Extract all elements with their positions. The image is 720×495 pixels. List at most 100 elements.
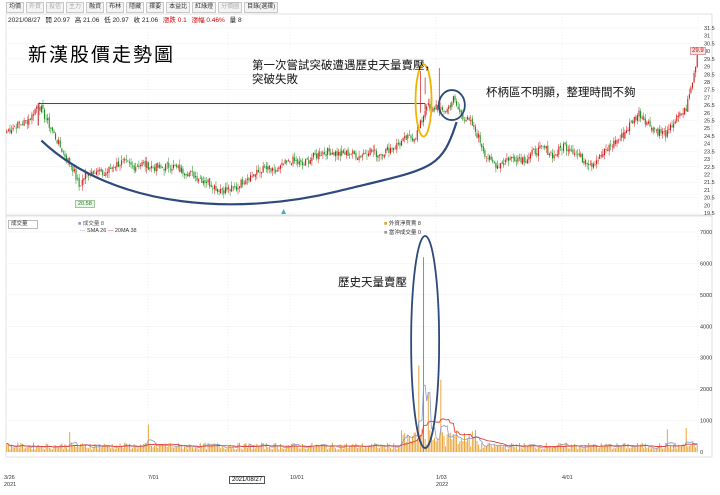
toolbar-button-7[interactable]: 擇要 bbox=[146, 2, 165, 13]
candle bbox=[265, 161, 267, 173]
candle-body bbox=[256, 169, 258, 175]
candle bbox=[95, 168, 97, 176]
candle-body bbox=[259, 172, 261, 173]
candle bbox=[377, 154, 379, 163]
volume-bar bbox=[165, 444, 167, 452]
candle bbox=[451, 100, 453, 110]
candle-body bbox=[237, 187, 239, 190]
volume-bar bbox=[690, 445, 692, 452]
volume-bar bbox=[261, 442, 263, 452]
volume-bar bbox=[668, 447, 670, 452]
candle-body bbox=[630, 121, 632, 123]
volume-bar bbox=[611, 449, 613, 452]
candle bbox=[378, 154, 381, 162]
volume-bar bbox=[591, 446, 593, 452]
toolbar-button-6[interactable]: 隱藏 bbox=[126, 2, 145, 13]
candle bbox=[193, 171, 195, 179]
candle-body bbox=[687, 98, 689, 112]
toolbar-button-0[interactable]: 均價 bbox=[6, 2, 25, 13]
candle bbox=[638, 106, 640, 122]
candle bbox=[476, 129, 478, 139]
candle-body bbox=[382, 154, 384, 157]
candle-body bbox=[240, 179, 242, 188]
candle-body bbox=[440, 107, 442, 109]
candle-body bbox=[411, 138, 414, 141]
candle-body bbox=[627, 129, 629, 131]
candle bbox=[356, 157, 359, 161]
volume-tick-label: 2000 bbox=[700, 387, 712, 393]
candle bbox=[133, 163, 135, 174]
volume-bar bbox=[207, 442, 209, 452]
candle bbox=[7, 128, 9, 132]
volume-bar bbox=[59, 444, 61, 452]
candle-body bbox=[688, 94, 690, 99]
candle-body bbox=[242, 179, 244, 185]
candle-body bbox=[591, 163, 593, 167]
volume-bar bbox=[215, 446, 217, 452]
volume-bar bbox=[438, 439, 440, 452]
candle-body bbox=[308, 160, 310, 164]
candle-body bbox=[550, 152, 552, 154]
candle bbox=[567, 145, 569, 157]
candle bbox=[311, 153, 313, 166]
candle bbox=[81, 174, 83, 191]
candle-body bbox=[218, 190, 220, 192]
candle bbox=[176, 163, 178, 169]
volume-bar bbox=[309, 445, 311, 452]
candle bbox=[673, 119, 675, 132]
candle bbox=[72, 165, 74, 177]
candle bbox=[374, 144, 376, 155]
candle bbox=[421, 116, 423, 126]
indicator-select[interactable]: 成交量 bbox=[8, 220, 38, 229]
candle-body bbox=[143, 162, 145, 163]
candle-body bbox=[651, 127, 653, 131]
volume-bar bbox=[88, 448, 90, 452]
candle-body bbox=[641, 117, 643, 119]
volume-bar bbox=[430, 437, 432, 452]
volume-bar bbox=[388, 444, 390, 452]
toolbar-button-9[interactable]: 紅綠燈 bbox=[192, 2, 217, 13]
price-tick-label: 26.5 bbox=[704, 103, 715, 109]
candle-body bbox=[268, 165, 270, 170]
candle-body bbox=[138, 165, 140, 168]
candle-body bbox=[125, 159, 127, 161]
candle bbox=[150, 160, 153, 173]
volume-bar bbox=[629, 448, 631, 452]
candle bbox=[34, 107, 36, 116]
candle-body bbox=[191, 170, 193, 172]
candle bbox=[572, 144, 574, 156]
toolbar-button-1[interactable]: 外資 bbox=[26, 2, 45, 13]
toolbar-button-10[interactable]: 分價圖 bbox=[218, 2, 243, 13]
candle-body bbox=[232, 186, 234, 188]
candle-body bbox=[97, 169, 99, 172]
volume-bar bbox=[103, 443, 105, 452]
candle bbox=[209, 178, 211, 189]
toolbar-button-11[interactable]: 目錄(選擇) bbox=[244, 2, 279, 13]
volume-bar bbox=[201, 446, 203, 452]
candle-body bbox=[572, 149, 574, 154]
volume-bar bbox=[243, 443, 245, 452]
candle bbox=[611, 143, 613, 152]
volume-bar bbox=[657, 446, 659, 452]
toolbar-button-2[interactable]: 投信 bbox=[46, 2, 65, 13]
candle bbox=[262, 161, 264, 174]
volume-bar bbox=[600, 443, 602, 452]
candle-body bbox=[187, 174, 189, 177]
candle bbox=[407, 132, 409, 144]
toolbar-button-3[interactable]: 主力 bbox=[66, 2, 85, 13]
candle-body bbox=[599, 154, 601, 160]
candle bbox=[443, 109, 445, 115]
candle bbox=[423, 114, 425, 127]
candle bbox=[330, 148, 332, 156]
candle-body bbox=[349, 154, 351, 155]
toolbar-button-8[interactable]: 本益比 bbox=[166, 2, 191, 13]
toolbar-button-4[interactable]: 融資 bbox=[86, 2, 105, 13]
toolbar-button-5[interactable]: 布林 bbox=[106, 2, 125, 13]
volume-bar bbox=[34, 449, 36, 452]
volume-bar bbox=[228, 446, 230, 452]
volume-bar bbox=[113, 448, 115, 452]
candle-body bbox=[611, 146, 613, 147]
volume-bar bbox=[276, 445, 278, 452]
volume-bar bbox=[287, 445, 289, 452]
candle bbox=[320, 151, 322, 157]
